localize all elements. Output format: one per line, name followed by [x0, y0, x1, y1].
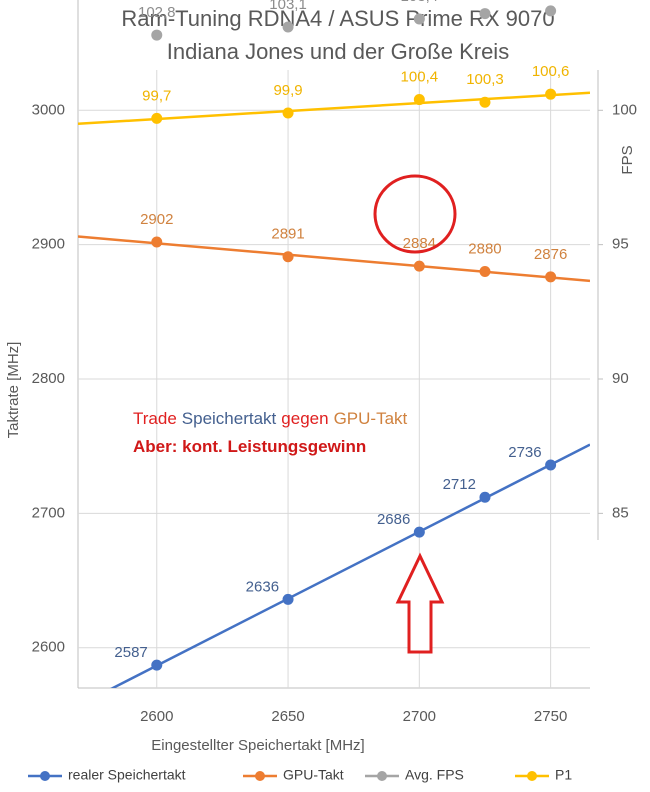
data-label: 103,1: [269, 0, 307, 13]
y-tick-label: 2600: [32, 639, 65, 656]
chart-title: Indiana Jones und der Große Kreis: [167, 39, 509, 64]
data-label: 102,8: [138, 4, 176, 21]
data-label: 99,7: [142, 87, 171, 104]
y2-tick-label: 95: [612, 236, 629, 253]
data-point: [282, 21, 294, 33]
data-label: 2712: [443, 476, 476, 493]
legend-label: GPU-Takt: [283, 767, 344, 783]
data-point: [413, 13, 425, 25]
y-tick-label: 2900: [32, 236, 65, 253]
x-tick-label: 2600: [140, 708, 173, 725]
data-label: 2686: [377, 511, 410, 528]
legend-marker: [255, 771, 265, 781]
x-tick-label: 2750: [534, 708, 567, 725]
y2-tick-label: 90: [612, 370, 629, 387]
data-point: [282, 107, 294, 119]
data-label: 2891: [271, 226, 304, 243]
y2-axis-title: FPS: [619, 145, 636, 174]
data-point: [479, 8, 491, 20]
x-tick-label: 2700: [403, 708, 436, 725]
data-label: 2876: [534, 246, 567, 263]
data-point: [479, 96, 491, 108]
annotation: Aber: kont. Leistungsgewinn: [133, 437, 366, 456]
x-tick-label: 2650: [271, 708, 304, 725]
annotation-segment: Trade: [133, 409, 177, 428]
data-label: 2880: [468, 240, 501, 257]
legend-marker: [40, 771, 50, 781]
annotation-segment: Speichertakt: [182, 409, 277, 428]
data-label: 103,4: [401, 0, 439, 5]
y-tick-label: 2800: [32, 370, 65, 387]
data-point: [545, 271, 557, 283]
x-axis-title: Eingestellter Speichertakt [MHz]: [151, 737, 364, 754]
data-label: 99,9: [273, 82, 302, 99]
trendline: [110, 443, 590, 688]
data-point: [479, 266, 491, 278]
data-label: 100,3: [466, 71, 504, 88]
legend-label: Avg. FPS: [405, 767, 464, 783]
data-label: 100,4: [401, 69, 439, 86]
annotation: Trade Speichertakt gegen GPU-Takt: [133, 409, 408, 428]
y2-tick-label: 85: [612, 504, 629, 521]
data-point: [545, 459, 557, 471]
data-label: 2884: [403, 235, 436, 252]
data-label: 100,6: [532, 63, 570, 80]
data-label: 2636: [246, 578, 279, 595]
trendline: [78, 235, 590, 283]
data-point: [545, 5, 557, 17]
y-tick-label: 3000: [32, 101, 65, 118]
data-point: [282, 251, 294, 263]
data-point: [282, 593, 294, 605]
arrow: [395, 552, 445, 654]
trendline: [78, 91, 590, 126]
data-point: [151, 112, 163, 124]
data-point: [413, 526, 425, 538]
data-point: [479, 491, 491, 503]
data-point: [151, 236, 163, 248]
data-label: 2587: [114, 644, 147, 661]
legend-marker: [377, 771, 387, 781]
y-axis-title: Taktrate [MHz]: [5, 342, 22, 439]
annotation-segment: gegen: [281, 409, 328, 428]
data-point: [151, 29, 163, 41]
annotation-segment: GPU-Takt: [334, 409, 408, 428]
data-point: [151, 659, 163, 671]
annotation-segment: Aber: kont. Leistungsgewinn: [133, 437, 366, 456]
legend-label: realer Speichertakt: [68, 767, 186, 783]
highlight-circle: [373, 174, 457, 254]
chart-title: Ram-Tuning RDNA4 / ASUS Prime RX 9070: [121, 6, 554, 31]
data-label: 2902: [140, 211, 173, 228]
y2-tick-label: 100: [612, 101, 637, 118]
data-point: [545, 88, 557, 100]
data-point: [413, 260, 425, 272]
legend-label: P1: [555, 767, 572, 783]
data-label: 2736: [508, 444, 541, 461]
legend-marker: [527, 771, 537, 781]
y-tick-label: 2700: [32, 504, 65, 521]
data-point: [413, 94, 425, 106]
